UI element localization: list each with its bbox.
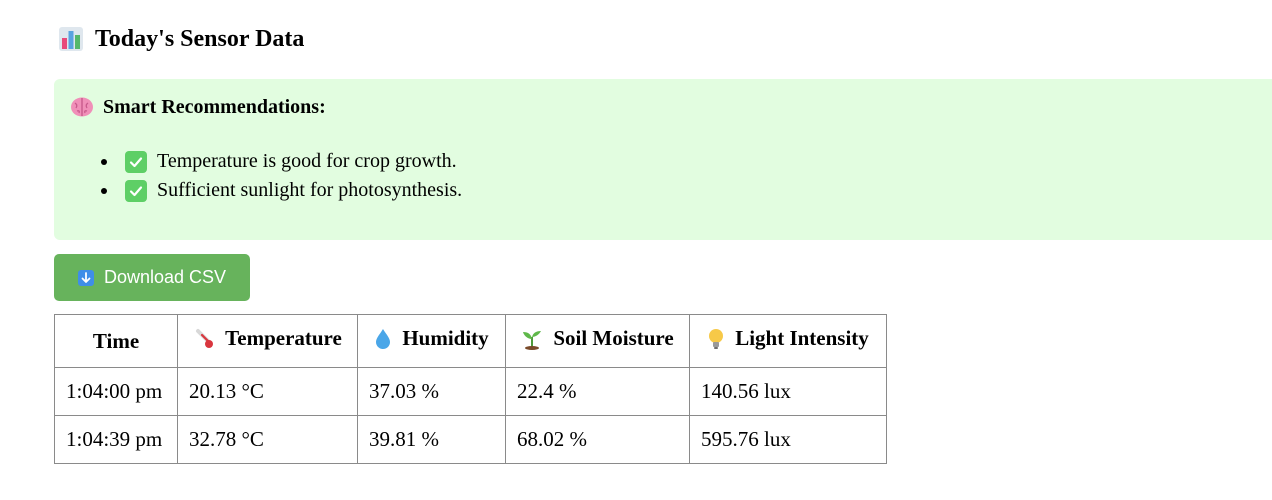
thermometer-icon xyxy=(196,328,214,348)
check-mark-icon xyxy=(125,179,147,202)
cell-light-intensity: 140.56 lux xyxy=(689,367,887,416)
recommendations-list: Temperature is good for crop growth. Suf… xyxy=(101,147,463,205)
column-header-soil-moisture: Soil Moisture xyxy=(505,314,690,368)
download-csv-label: Download CSV xyxy=(103,267,227,287)
cell-soil-moisture: 68.02 % xyxy=(505,415,690,464)
down-arrow-icon xyxy=(77,269,94,286)
bar-chart-icon xyxy=(59,27,83,51)
recommendations-panel: Smart Recommendations: Temperature is go… xyxy=(54,79,1272,240)
cell-humidity: 37.03 % xyxy=(357,367,506,416)
recommendation-text: Temperature is good for crop growth. xyxy=(157,150,457,172)
column-header-time: Time xyxy=(54,314,178,368)
cell-light-intensity: 595.76 lux xyxy=(689,415,887,464)
table-row: 1:04:39 pm 32.78 °C 39.81 % 68.02 % 595.… xyxy=(54,415,887,464)
download-csv-button[interactable]: Download CSV xyxy=(54,254,250,301)
cell-temperature: 32.78 °C xyxy=(177,415,358,464)
column-header-temperature: Temperature xyxy=(177,314,358,368)
sensor-data-table: Time Temperature xyxy=(54,314,887,464)
bullet xyxy=(101,188,107,194)
cell-time: 1:04:00 pm xyxy=(54,367,178,416)
droplet-icon xyxy=(376,328,391,349)
column-header-humidity: Humidity xyxy=(357,314,506,368)
check-mark-icon xyxy=(125,150,147,173)
page-title: Today's Sensor Data xyxy=(95,25,305,52)
recommendations-header: Smart Recommendations: xyxy=(70,95,326,119)
light-bulb-icon xyxy=(709,328,724,349)
recommendation-item: Temperature is good for crop growth. xyxy=(101,147,462,176)
table-header-row: Time Temperature xyxy=(54,314,887,368)
cell-soil-moisture: 22.4 % xyxy=(505,367,690,416)
column-header-light-intensity: Light Intensity xyxy=(689,314,887,368)
page-heading: Today's Sensor Data xyxy=(58,22,304,56)
recommendation-item: Sufficient sunlight for photosynthesis. xyxy=(101,176,463,205)
cell-humidity: 39.81 % xyxy=(357,415,506,464)
brain-icon xyxy=(71,97,93,117)
bullet xyxy=(101,159,107,165)
recommendation-text: Sufficient sunlight for photosynthesis. xyxy=(157,179,463,201)
table-row: 1:04:00 pm 20.13 °C 37.03 % 22.4 % 140.5… xyxy=(54,367,887,416)
seedling-icon xyxy=(523,330,542,350)
cell-temperature: 20.13 °C xyxy=(177,367,358,416)
cell-time: 1:04:39 pm xyxy=(54,415,178,464)
recommendations-title: Smart Recommendations: xyxy=(103,95,326,118)
